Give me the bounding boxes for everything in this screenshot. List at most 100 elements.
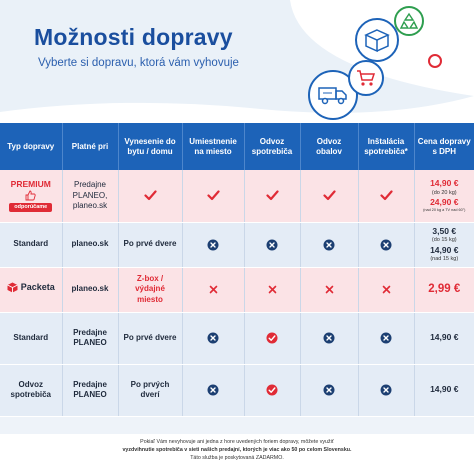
box-icon xyxy=(364,29,390,52)
placement-cell xyxy=(182,312,245,365)
disposal-cell xyxy=(244,222,301,268)
column-header-disposal: Odvoz spotrebiča xyxy=(244,123,301,170)
placement-cell xyxy=(182,267,245,313)
disposal-cell xyxy=(244,364,301,417)
table-row: Odvoz spotrebiča Predajne PLANEO Po prvý… xyxy=(0,364,474,417)
cross-circle-icon xyxy=(207,384,219,396)
disposal-cell xyxy=(244,170,301,223)
cross-circle-icon xyxy=(323,332,335,344)
thumbs-up-icon xyxy=(25,190,36,201)
column-header-packaging: Odvoz obalov xyxy=(300,123,359,170)
column-header-type: Typ dopravy xyxy=(0,123,63,170)
valid-cell: Predajne PLANEO xyxy=(62,312,119,365)
valid-cell: planeo.sk xyxy=(62,267,119,313)
price-cell: 3,50 € (do 15 kg) 14,90 € (nad 15 kg) xyxy=(414,222,474,268)
install-cell xyxy=(358,312,415,365)
packaging-cell xyxy=(300,364,359,417)
packeta-logo-icon xyxy=(7,282,18,293)
price-value: 3,50 € xyxy=(432,225,457,236)
type-cell: Odvoz spotrebiča xyxy=(0,364,63,417)
premium-label: PREMIUM xyxy=(10,179,51,190)
check-icon xyxy=(265,190,279,201)
price-value: 14,90 € xyxy=(430,332,459,343)
price-cell: 14,90 € (do 20 kg) 24,90 € (nad 20 kg a … xyxy=(414,170,474,223)
delivery-cell: Po prvé dvere xyxy=(118,312,183,365)
cross-circle-icon xyxy=(380,332,392,344)
packeta-label: Packeta xyxy=(20,282,55,293)
disposal-cell xyxy=(244,267,301,313)
type-cell: Standard xyxy=(0,222,63,268)
cart-icon xyxy=(357,70,376,86)
delivery-cell: Z-box / výdajné miesto xyxy=(118,267,183,313)
delivery-cell: Po prvých dverí xyxy=(118,364,183,417)
shipping-options-table: Typ dopravy Platné pri Vynesenie do bytu… xyxy=(0,123,474,434)
hero-banner: Možnosti dopravy Vyberte si dopravu, kto… xyxy=(0,0,474,120)
page-subtitle: Vyberte si dopravu, ktorá vám vyhovuje xyxy=(38,57,239,69)
delivery-cell: Po prvé dvere xyxy=(118,222,183,268)
packaging-cell xyxy=(300,170,359,223)
footer-line-1: Pokiaľ Vám nevyhovuje ani jedna z hore u… xyxy=(140,439,334,445)
install-cell xyxy=(358,364,415,417)
column-header-placement: Umiestnenie na miesto xyxy=(182,123,245,170)
price-value: 24,90 € xyxy=(430,196,459,207)
price-note: (do 15 kg) xyxy=(431,237,457,244)
column-header-price: Cena dopravy s DPH xyxy=(414,123,474,170)
cross-circle-icon xyxy=(380,239,392,250)
price-cell: 2,99 € xyxy=(414,267,474,313)
footer-note: Pokiaľ Vám nevyhovuje ani jedna z hore u… xyxy=(0,436,474,472)
footer-line-2: vyzdvihnutie spotrebiča v sieti našich p… xyxy=(122,447,352,454)
price-value: 14,90 € xyxy=(430,244,459,255)
placement-cell xyxy=(182,170,245,223)
packaging-cell xyxy=(300,267,359,313)
price-cell: 14,90 € xyxy=(414,364,474,417)
x-icon xyxy=(325,285,333,293)
price-value: 14,90 € xyxy=(430,178,459,189)
install-cell xyxy=(358,222,415,268)
price-value: 14,90 € xyxy=(430,384,459,395)
placement-cell xyxy=(182,364,245,417)
install-cell xyxy=(358,267,415,313)
cross-circle-icon xyxy=(380,384,392,396)
check-icon xyxy=(379,190,393,201)
box-circle xyxy=(355,18,399,62)
valid-cell: Predajne PLANEO, planeo.sk xyxy=(62,170,119,223)
packaging-cell xyxy=(300,222,359,268)
type-cell: Standard xyxy=(0,312,63,365)
page-title: Možnosti dopravy xyxy=(34,24,233,50)
packaging-cell xyxy=(300,312,359,365)
table-row: PREMIUM odporúčame Predajne PLANEO, plan… xyxy=(0,170,474,223)
table-row: Packeta planeo.sk Z-box / výdajné miesto… xyxy=(0,267,474,313)
check-circle-icon xyxy=(266,384,278,396)
column-header-install: Inštalácia spotrebiča* xyxy=(358,123,415,170)
install-cell xyxy=(358,170,415,223)
recommended-badge: odporúčame xyxy=(9,203,53,213)
check-icon xyxy=(206,190,220,201)
recycle-icon xyxy=(400,12,418,29)
column-header-valid: Platné pri xyxy=(62,123,119,170)
column-header-delivery: Vynesenie do bytu / domu xyxy=(118,123,183,170)
price-value: 2,99 € xyxy=(428,283,461,296)
valid-cell: Predajne PLANEO xyxy=(62,364,119,417)
check-icon xyxy=(143,190,157,201)
type-cell: Packeta xyxy=(0,267,63,313)
cross-circle-icon xyxy=(323,239,335,250)
cross-circle-icon xyxy=(323,384,335,396)
price-note: (do 20 kg) xyxy=(431,189,457,196)
packeta-logo: Packeta xyxy=(7,282,55,294)
price-note: (nad 20 kg a TV nad 60") xyxy=(423,208,466,213)
x-icon xyxy=(209,285,217,293)
price-note: (nad 15 kg) xyxy=(430,255,459,262)
table-row: Standard Predajne PLANEO Po prvé dvere 1… xyxy=(0,312,474,365)
delivery-cell xyxy=(118,170,183,223)
disposal-cell xyxy=(244,312,301,365)
cart-circle xyxy=(348,60,384,96)
x-icon xyxy=(268,285,276,293)
table-row: Standard planeo.sk Po prvé dvere 3,50 € … xyxy=(0,222,474,268)
cross-circle-icon xyxy=(266,239,278,250)
x-icon xyxy=(382,285,390,293)
price-cell: 14,90 € xyxy=(414,312,474,365)
accent-circle xyxy=(428,54,442,68)
truck-icon xyxy=(318,87,347,105)
cross-circle-icon xyxy=(207,332,219,344)
type-cell: PREMIUM odporúčame xyxy=(0,170,63,223)
